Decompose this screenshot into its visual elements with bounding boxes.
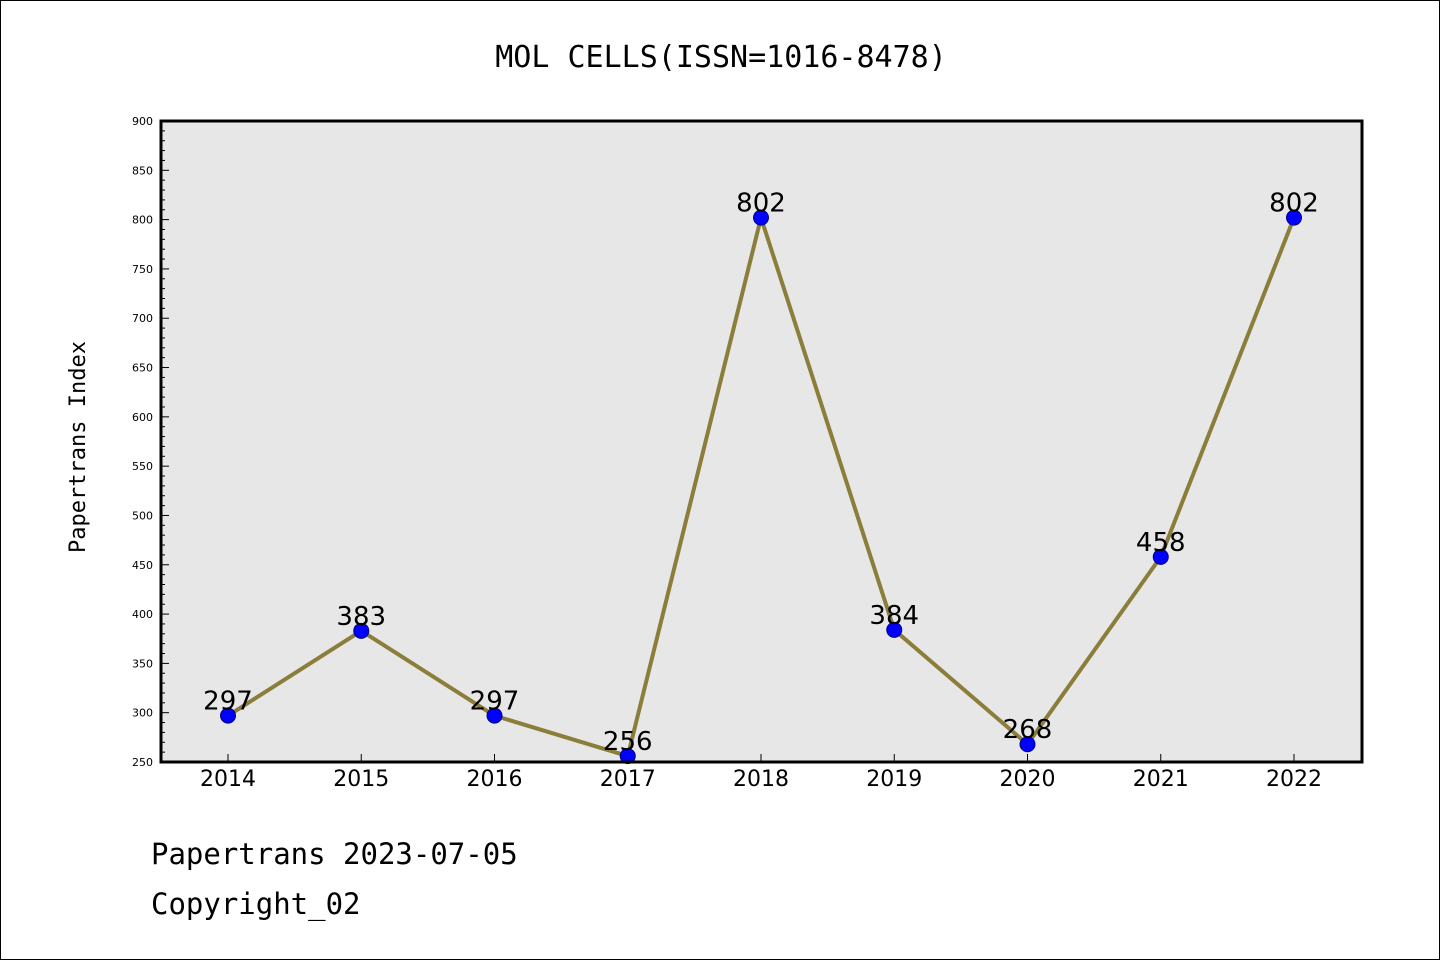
data-point	[486, 707, 503, 724]
x-tick-label: 2022	[1266, 767, 1322, 792]
data-label: 384	[869, 601, 919, 631]
y-tick-label: 650	[132, 362, 153, 375]
x-tick-label: 2019	[866, 767, 922, 792]
data-label: 297	[470, 687, 520, 717]
data-label: 256	[603, 727, 653, 757]
y-tick-label: 400	[132, 608, 153, 621]
data-point	[1152, 548, 1169, 565]
data-point	[1286, 209, 1302, 226]
x-tick-label: 2015	[333, 767, 389, 792]
data-label: 802	[1269, 189, 1319, 219]
y-tick-label: 250	[132, 756, 153, 769]
x-tick-label: 2014	[200, 767, 256, 792]
plot-area	[161, 121, 1362, 762]
y-tick-label: 450	[132, 559, 153, 572]
data-point	[220, 707, 236, 724]
y-axis-label: Papertrans Index	[66, 341, 91, 553]
data-point	[886, 621, 903, 638]
x-axis-ticks: 2014 2015 2016 2017 2018 2019 2020 2021 2022	[200, 754, 1322, 792]
data-point	[1019, 736, 1036, 753]
x-tick-label: 2021	[1133, 767, 1189, 792]
x-tick-label: 2020	[1000, 767, 1056, 792]
footer-date: Papertrans 2023-07-05	[151, 837, 518, 871]
y-tick-label: 550	[132, 460, 153, 473]
y-tick-label: 800	[132, 214, 153, 227]
data-markers	[220, 209, 1302, 765]
y-tick-label: 700	[132, 312, 153, 325]
footer-copyright: Copyright_02	[151, 887, 361, 921]
y-tick-label: 750	[132, 263, 153, 276]
chart-title: MOL CELLS(ISSN=1016-8478)	[495, 40, 947, 75]
plot-frame	[159, 119, 1364, 764]
y-tick-label: 300	[132, 707, 153, 720]
y-tick-label: 850	[132, 164, 153, 177]
y-tick-label: 350	[132, 657, 153, 670]
data-label: 297	[203, 687, 253, 717]
y-axis-ticks: 250 300 350 400 450 500 550 600 650 700 750 800 850 9…	[132, 115, 169, 769]
data-label: 268	[1003, 715, 1053, 745]
data-point	[353, 622, 370, 639]
y-tick-label: 600	[132, 411, 153, 424]
x-tick-label: 2018	[733, 767, 789, 792]
x-tick-label: 2017	[600, 767, 656, 792]
data-point	[753, 209, 769, 226]
data-point	[619, 748, 636, 765]
data-label: 458	[1136, 528, 1186, 558]
y-tick-label: 900	[132, 115, 153, 128]
data-label: 802	[736, 189, 786, 219]
y-tick-label: 500	[132, 509, 153, 522]
x-tick-label: 2016	[467, 767, 523, 792]
data-label: 383	[336, 602, 386, 632]
data-labels: 297 383 297 256 802 384 268 458 802	[203, 189, 1319, 757]
